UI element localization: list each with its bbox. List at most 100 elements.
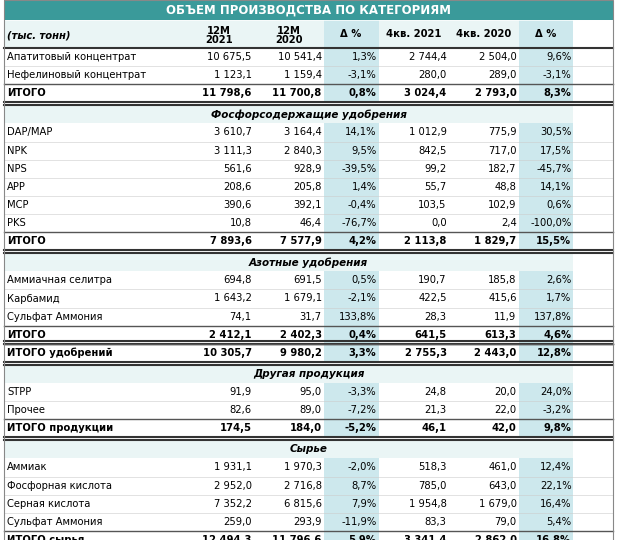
Bar	[379, 344, 449, 362]
Bar	[254, 253, 324, 271]
Text: 82,6: 82,6	[230, 405, 252, 415]
Text: Сырье: Сырье	[289, 444, 328, 454]
Bar	[379, 160, 449, 178]
Bar	[184, 271, 254, 289]
Bar	[4, 196, 184, 214]
Text: ИТОГО сырья: ИТОГО сырья	[7, 535, 85, 540]
Bar	[4, 531, 184, 540]
Bar	[254, 401, 324, 419]
Text: 12М: 12М	[277, 25, 300, 36]
Text: 99,2: 99,2	[424, 164, 447, 174]
Bar	[184, 495, 254, 513]
Text: 174,5: 174,5	[220, 423, 252, 433]
Bar	[184, 419, 254, 437]
Bar	[379, 401, 449, 419]
Bar	[519, 326, 573, 344]
Bar	[449, 124, 519, 141]
Bar	[379, 84, 449, 103]
Bar	[254, 178, 324, 196]
Bar	[254, 196, 324, 214]
Bar	[184, 160, 254, 178]
Text: 3 024,4: 3 024,4	[404, 88, 447, 98]
Bar	[449, 84, 519, 103]
Bar	[449, 196, 519, 214]
Text: Фосфорсодержащие удобрения: Фосфорсодержащие удобрения	[210, 109, 407, 120]
Bar	[324, 383, 379, 401]
Text: 641,5: 641,5	[415, 330, 447, 340]
Bar	[184, 178, 254, 196]
Text: 12,4%: 12,4%	[540, 462, 571, 472]
Bar	[519, 365, 573, 383]
Bar	[4, 289, 184, 308]
Text: 14,1%: 14,1%	[345, 127, 376, 138]
Bar	[519, 48, 573, 66]
Text: 2 402,3: 2 402,3	[280, 330, 321, 340]
Text: 842,5: 842,5	[418, 146, 447, 156]
Text: 2 793,0: 2 793,0	[475, 88, 516, 98]
Text: MCP: MCP	[7, 200, 28, 210]
Bar	[379, 141, 449, 160]
Bar	[379, 365, 449, 383]
Text: 102,9: 102,9	[488, 200, 516, 210]
Bar	[4, 124, 184, 141]
Text: NPK: NPK	[7, 146, 27, 156]
Bar	[254, 440, 324, 458]
Bar	[379, 513, 449, 531]
Text: (тыс. тонн): (тыс. тонн)	[7, 31, 70, 41]
Text: Аммиак: Аммиак	[7, 462, 48, 472]
Text: Серная кислота: Серная кислота	[7, 499, 90, 509]
Bar	[184, 105, 254, 124]
Bar	[379, 124, 449, 141]
Bar	[254, 495, 324, 513]
Bar	[449, 253, 519, 271]
Text: 83,3: 83,3	[424, 517, 447, 527]
Bar	[324, 66, 379, 84]
Text: 1 679,1: 1 679,1	[284, 294, 321, 303]
Text: 4,2%: 4,2%	[349, 236, 376, 246]
Bar	[449, 105, 519, 124]
Bar	[449, 365, 519, 383]
Bar	[379, 458, 449, 477]
Bar	[4, 20, 184, 48]
Text: 0,6%: 0,6%	[546, 200, 571, 210]
Bar	[379, 495, 449, 513]
Text: Δ %: Δ %	[536, 29, 557, 39]
Bar	[324, 124, 379, 141]
Text: 3 341,4: 3 341,4	[404, 535, 447, 540]
Text: 390,6: 390,6	[223, 200, 252, 210]
Text: 12 494,3: 12 494,3	[202, 535, 252, 540]
Bar	[449, 344, 519, 362]
Text: Аммиачная селитра: Аммиачная селитра	[7, 275, 112, 285]
Bar	[184, 344, 254, 362]
Bar	[4, 326, 184, 344]
Bar	[184, 66, 254, 84]
Text: 392,1: 392,1	[293, 200, 321, 210]
Text: 785,0: 785,0	[418, 481, 447, 491]
Bar	[4, 232, 184, 250]
Bar	[254, 84, 324, 103]
Text: ИТОГО: ИТОГО	[7, 236, 46, 246]
Bar	[4, 495, 184, 513]
Text: 2020: 2020	[275, 35, 302, 45]
Text: 205,8: 205,8	[293, 182, 321, 192]
Bar	[254, 124, 324, 141]
Text: 2 840,3: 2 840,3	[284, 146, 321, 156]
Text: 10 305,7: 10 305,7	[203, 348, 252, 358]
Bar	[519, 84, 573, 103]
Text: 24,8: 24,8	[424, 387, 447, 397]
Text: 1,3%: 1,3%	[352, 52, 376, 62]
Bar	[519, 344, 573, 362]
Text: 1 643,2: 1 643,2	[214, 294, 252, 303]
Text: 12М: 12М	[207, 25, 231, 36]
Text: 137,8%: 137,8%	[534, 312, 571, 322]
Text: 0,0: 0,0	[431, 218, 447, 228]
Text: 20,0: 20,0	[495, 387, 516, 397]
Bar	[519, 66, 573, 84]
Bar	[254, 271, 324, 289]
Bar	[324, 308, 379, 326]
Text: 2,4: 2,4	[501, 218, 516, 228]
Bar	[324, 477, 379, 495]
Text: ОБЪЕМ ПРОИЗВОДСТВА ПО КАТЕГОРИЯМ: ОБЪЕМ ПРОИЗВОДСТВА ПО КАТЕГОРИЯМ	[166, 3, 451, 17]
Bar	[184, 365, 254, 383]
Text: 9 980,2: 9 980,2	[280, 348, 321, 358]
